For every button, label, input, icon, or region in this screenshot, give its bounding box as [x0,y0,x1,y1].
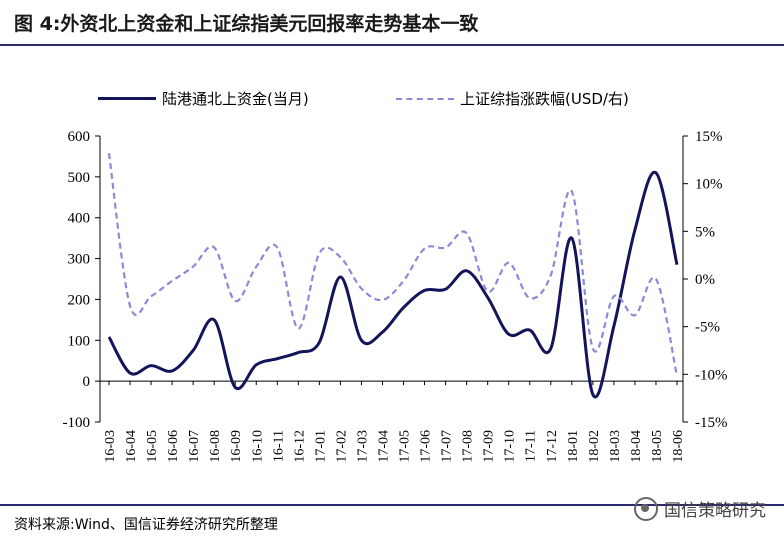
x-tick-label: 17-09 [482,430,497,463]
title-bar: 图 4:外资北上资金和上证综指美元回报率走势基本一致 [0,0,784,46]
series-line-index-return [107,153,679,377]
watermark-label: 国信策略研究 [664,501,766,521]
right-tick-label: 0% [695,272,715,288]
watermark: 国信策略研究 [634,496,766,521]
left-tick-label: -100 [63,415,91,431]
x-tick-label: 16-12 [292,430,307,463]
x-tick-label: 16-07 [187,430,202,463]
x-tick-label: 17-11 [524,430,539,462]
right-tick-label: -15% [695,415,728,431]
source-note: 资料来源:Wind、国信证券经济研究所整理 [14,517,278,533]
legend-label-secondary: 上证综指涨跌幅(USD/右) [460,90,629,108]
x-tick-label: 17-06 [419,430,434,463]
right-tick-label: -5% [695,320,720,336]
left-tick-label: 400 [68,211,91,227]
left-tick-label: 0 [83,374,91,390]
chart-title: 图 4:外资北上资金和上证综指美元回报率走势基本一致 [14,13,479,35]
right-tick-label: 10% [695,177,723,193]
x-tick-label: 17-05 [398,430,413,463]
x-tick-label: 16-04 [124,430,139,463]
legend-swatch-solid [98,97,156,100]
left-tick-label: 200 [68,292,91,308]
x-tick-label: 16-10 [250,430,265,463]
right-tick-label: 15% [695,129,723,145]
x-tick-label: 16-03 [103,430,118,463]
x-tick-label: 16-08 [208,430,223,463]
x-tick-label: 18-03 [608,430,623,463]
legend-label-primary: 陆港通北上资金(当月) [162,90,309,108]
left-tick-label: 300 [68,252,91,268]
footer-rule [0,504,784,506]
x-tick-label: 16-11 [271,430,286,462]
series-line-northbound-flow [107,170,679,399]
x-tick-label: 17-02 [334,430,349,463]
x-tick-label: 16-09 [229,430,244,463]
right-tick-label: 5% [695,224,715,240]
x-tick-label: 17-03 [355,430,370,463]
x-tick-label: 17-04 [376,430,391,463]
left-tick-label: 500 [68,170,91,186]
left-tick-label: 100 [68,333,91,349]
wechat-icon [634,496,658,521]
right-tick-label: -10% [695,367,728,383]
x-tick-label: 17-01 [313,430,328,463]
x-tick-label: 17-07 [440,430,455,463]
x-tick-label: 18-02 [587,430,602,463]
legend: 陆港通北上资金(当月) 上证综指涨跌幅(USD/右) [0,88,784,114]
chart-plot: 600 500 400 300 200 100 0 -100 15% 10% 5% 0% -5% -10%… [63,129,728,463]
x-tick-label: 17-08 [461,430,476,463]
legend-item-primary: 陆港通北上资金(当月) [98,88,309,109]
x-tick-label: 18-06 [671,430,686,463]
x-tick-label: 17-12 [545,430,560,463]
x-tick-label: 16-05 [145,430,160,463]
legend-swatch-dashed [396,97,454,100]
x-tick-label: 18-01 [566,430,581,463]
x-tick-label: 16-06 [166,430,181,463]
legend-item-secondary: 上证综指涨跌幅(USD/右) [396,88,629,109]
x-tick-label: 18-05 [650,430,665,463]
left-tick-label: 600 [68,129,91,145]
x-tick-label: 18-04 [629,430,644,463]
x-tick-label: 17-10 [503,430,518,463]
axes-group: 600 500 400 300 200 100 0 -100 15% 10% 5% 0% -5% -10%… [63,129,728,463]
series-group [107,153,679,399]
